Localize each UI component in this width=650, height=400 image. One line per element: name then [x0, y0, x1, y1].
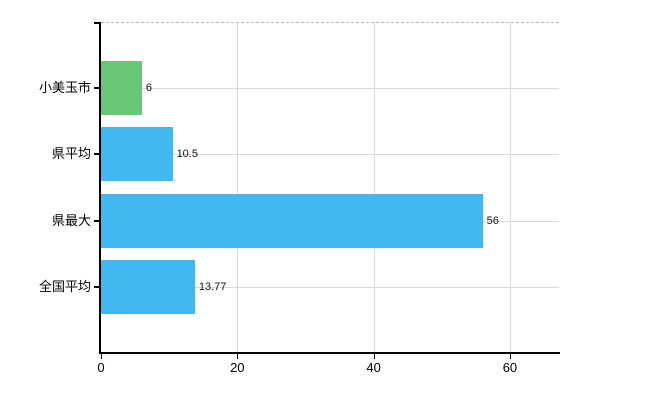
y-axis-line	[99, 22, 101, 353]
x-tick-label: 0	[97, 360, 105, 375]
category-label: 全国平均	[38, 279, 91, 294]
x-axis-tick	[101, 354, 102, 359]
y-axis-top-tick	[94, 22, 101, 24]
bar-value-label: 10.5	[176, 148, 198, 160]
y-axis-tick	[94, 220, 101, 222]
x-axis-tick	[373, 354, 375, 359]
category-gridline	[101, 154, 559, 155]
plot-top-dashed-border	[101, 22, 559, 23]
bar-1	[101, 127, 173, 181]
x-tick-label: 40	[366, 360, 381, 375]
bar-value-label: 6	[145, 82, 153, 94]
x-axis-tick	[237, 354, 239, 359]
y-axis-tick	[94, 153, 101, 155]
bar-3	[101, 260, 195, 314]
bar-value-label: 13.77	[198, 281, 227, 293]
y-axis-tick	[94, 87, 101, 89]
bar-2	[101, 194, 483, 248]
x-tick-label: 20	[230, 360, 245, 375]
category-label: 小美玉市	[38, 80, 91, 95]
x-gridline	[509, 22, 511, 353]
category-label: 県最大	[51, 213, 91, 228]
bar-0	[101, 61, 142, 115]
category-gridline	[101, 287, 559, 288]
category-label: 県平均	[51, 146, 91, 161]
x-gridline	[373, 22, 375, 353]
x-axis-tick	[509, 354, 511, 359]
x-tick-label: 60	[502, 360, 518, 375]
bar-value-label: 56	[486, 215, 499, 227]
y-axis-tick	[94, 286, 101, 288]
category-gridline	[101, 88, 559, 89]
x-axis-line	[99, 352, 560, 354]
x-gridline	[237, 22, 239, 353]
